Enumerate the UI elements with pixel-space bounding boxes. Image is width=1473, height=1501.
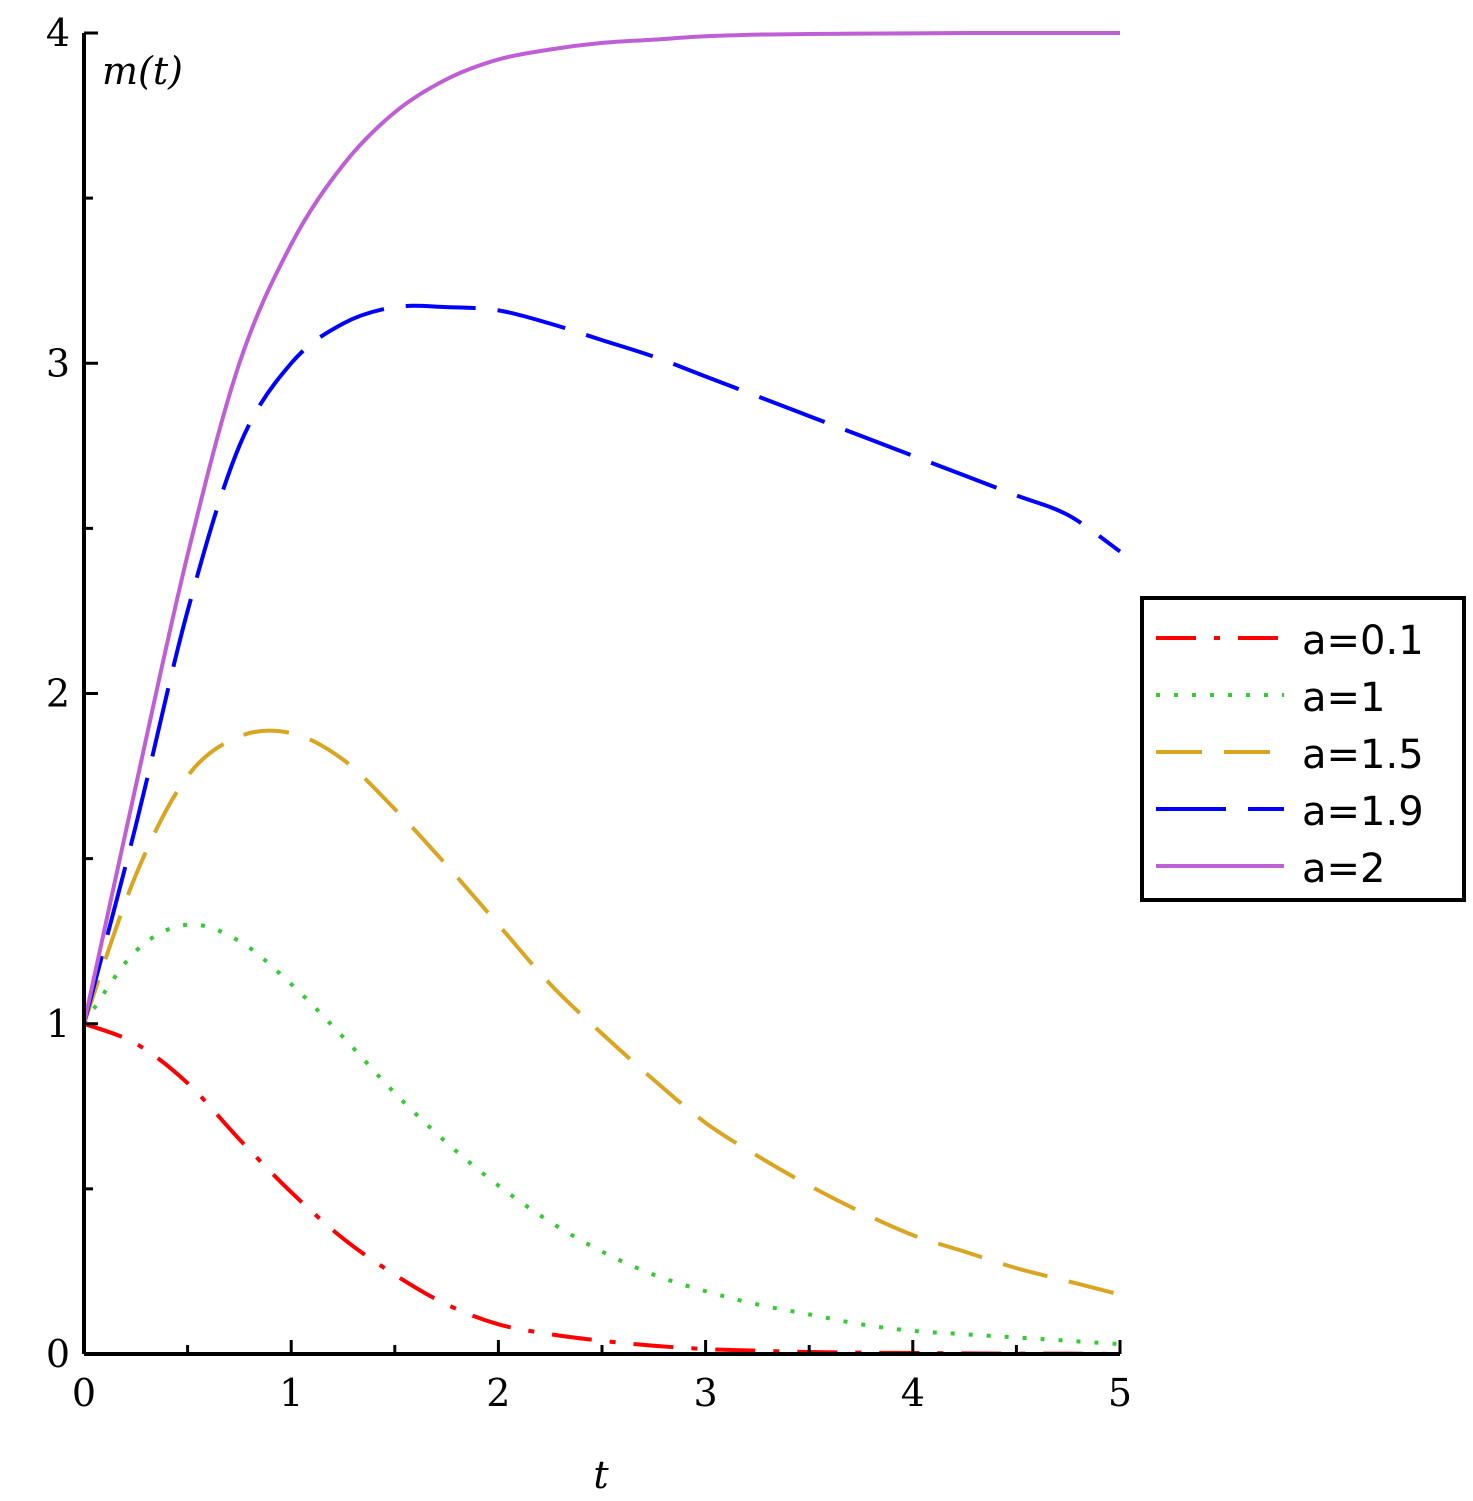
y-tick-label: 2	[46, 672, 70, 716]
series-line-a=0.1	[83, 1021, 1121, 1356]
ticks	[82, 31, 1122, 1356]
tick-labels: 0 1 2 3 4 5 0 1 2 3 4	[46, 11, 1132, 1415]
axes	[82, 33, 1120, 1356]
y-axis-title: m(t)	[102, 49, 183, 93]
series-line-a=1.9	[82, 303, 1122, 1025]
x-tick-label: 5	[1108, 1371, 1132, 1415]
series-line-a=1	[82, 922, 1121, 1347]
series-line-a=2	[82, 30, 1120, 1025]
x-tick-label: 3	[694, 1371, 718, 1415]
legend-label: a=0.1	[1302, 618, 1424, 664]
x-tick-label: 2	[486, 1371, 510, 1415]
plot-lines	[82, 30, 1122, 1356]
x-axis-title: t	[593, 1453, 609, 1497]
legend-label: a=1	[1302, 675, 1385, 721]
x-tick-label: 0	[72, 1371, 96, 1415]
legend-box	[1140, 596, 1466, 902]
y-tick-label: 0	[46, 1332, 70, 1376]
y-tick-label: 1	[46, 1002, 70, 1046]
series-line-a=1.5	[82, 728, 1121, 1297]
x-tick-label: 4	[901, 1371, 925, 1415]
x-tick-label: 1	[279, 1371, 303, 1415]
legend-label: a=1.5	[1302, 732, 1424, 778]
legend-label: a=2	[1302, 846, 1385, 892]
legend-label: a=1.9	[1302, 789, 1424, 835]
y-tick-label: 4	[46, 11, 70, 55]
legend: a=0.1 a=1 a=1.5 a=1.9 a=2	[1140, 596, 1466, 902]
y-tick-label: 3	[46, 341, 70, 385]
